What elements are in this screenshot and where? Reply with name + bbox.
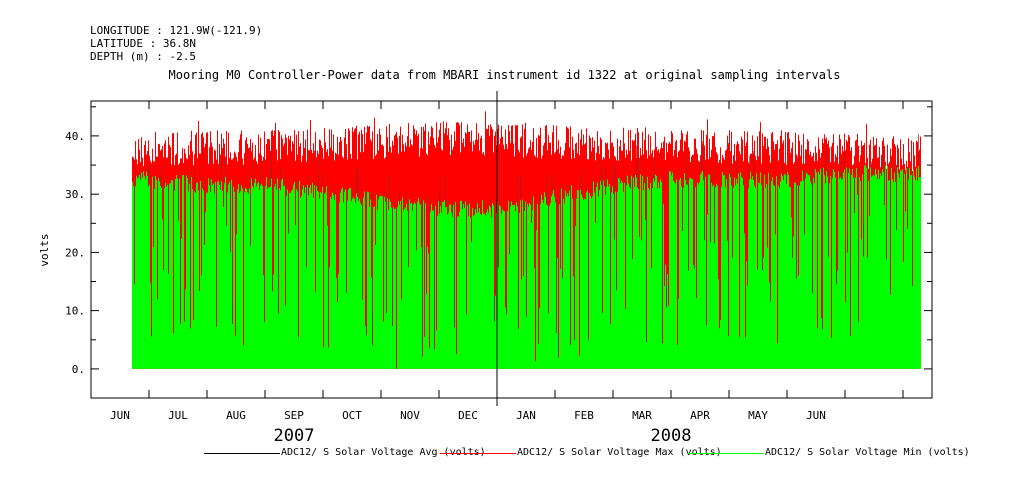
legend-label-min: ADC12/ S Solar Voltage Min (volts) [765, 447, 970, 458]
series-avg [135, 133, 919, 346]
legend-swatch-max [440, 453, 516, 454]
y-tick-label: 20. [65, 246, 85, 259]
y-tick-label: 40. [65, 130, 85, 143]
longitude-label: LONGITUDE : 121.9W(-121.9) [90, 24, 263, 37]
y-axis-label: volts [38, 233, 51, 266]
x-tick-label: OCT [342, 409, 362, 422]
legend-swatch-avg [204, 453, 280, 454]
x-tick-label: JAN [516, 409, 536, 422]
x-tick-label: JUN [806, 409, 826, 422]
legend-label-max: ADC12/ S Solar Voltage Max (volts) [517, 447, 722, 458]
legend-swatch-min [688, 453, 764, 454]
x-tick-label: FEB [574, 409, 594, 422]
year-label: 2008 [651, 426, 692, 446]
x-tick-label: MAR [632, 409, 652, 422]
x-tick-label: JUL [168, 409, 188, 422]
x-tick-label: MAY [748, 409, 768, 422]
x-tick-label: JUN [110, 409, 130, 422]
data-bars [132, 111, 921, 369]
y-tick-label: 0. [72, 363, 85, 376]
tick-labels: 0. 10. 20. 30. 40. volts JUN JUL AUG SEP OCT NOV DEC… [38, 130, 826, 446]
y-tick-label: 10. [65, 305, 85, 318]
x-tick-label: DEC [458, 409, 478, 422]
latitude-label: LATITUDE : 36.8N [90, 37, 196, 50]
plot-frame [90, 100, 933, 399]
x-tick-label: SEP [284, 409, 304, 422]
depth-label: DEPTH (m) : -2.5 [90, 50, 196, 63]
x-tick-label: APR [690, 409, 710, 422]
x-tick-label: AUG [226, 409, 246, 422]
legend-label-avg: ADC12/ S Solar Voltage Avg (volts) [281, 447, 486, 458]
chart-title: Mooring M0 Controller-Power data from MB… [168, 68, 841, 82]
x-tick-label: NOV [400, 409, 420, 422]
series-min [132, 165, 921, 369]
axes [90, 91, 933, 406]
year-label: 2007 [274, 426, 315, 446]
y-tick-label: 30. [65, 188, 85, 201]
